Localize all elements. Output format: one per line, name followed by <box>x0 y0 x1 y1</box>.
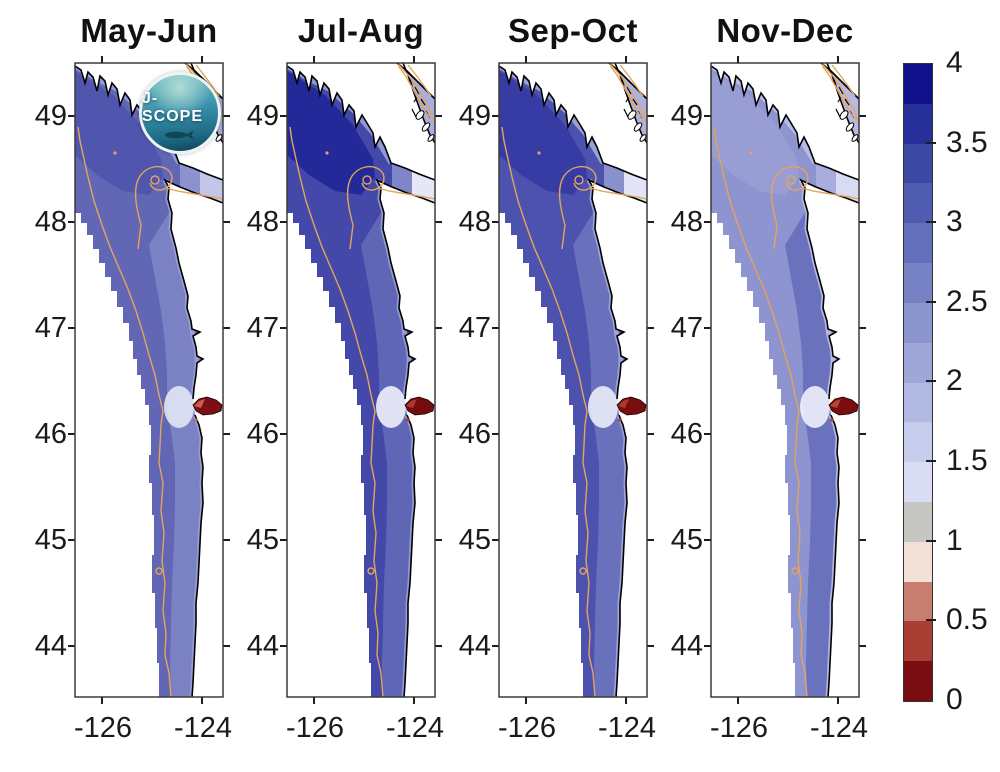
colorbar-band <box>904 143 932 184</box>
colorbar-band <box>904 581 932 622</box>
y-tick-label: 49 <box>246 100 279 132</box>
y-tick-label: 47 <box>34 312 67 344</box>
fish-icon <box>165 130 194 139</box>
x-tick-label: -124 <box>385 712 445 744</box>
panel-title-nov-dec: Nov-Dec <box>716 12 854 49</box>
x-tick-label: -126 <box>709 712 769 744</box>
y-tick-label: 49 <box>670 100 703 132</box>
panel-title-jul-aug: Jul-Aug <box>297 12 425 49</box>
colorbar-label: 0.5 <box>946 603 988 636</box>
jscope-logo: J-SCOPE <box>139 72 221 154</box>
colorbar-band <box>904 263 932 303</box>
x-tick-label: -124 <box>597 712 657 744</box>
colorbar-band <box>904 103 932 144</box>
panel-title-sep-oct: Sep-Oct <box>507 12 639 49</box>
y-tick-label: 47 <box>458 312 491 344</box>
colorbar-band <box>904 64 932 104</box>
y-tick-label: 46 <box>670 418 703 450</box>
y-tick-label: 45 <box>246 524 279 556</box>
colorbar-label: 3 <box>946 205 963 238</box>
colorbar-band <box>904 183 932 224</box>
x-tick-label: -126 <box>285 712 345 744</box>
colorbar-label: 1 <box>946 524 963 557</box>
colorbar-tick <box>926 380 936 382</box>
y-tick-label: 44 <box>34 630 67 662</box>
colorbar-band <box>904 541 932 582</box>
y-tick-label: 48 <box>246 206 279 238</box>
map-panel-may-jun <box>75 63 223 697</box>
y-tick-label: 49 <box>458 100 491 132</box>
y-tick-label: 45 <box>670 524 703 556</box>
jscope-logo-text: J-SCOPE <box>142 89 204 125</box>
colorbar-tick <box>926 619 936 621</box>
colorbar <box>903 63 933 702</box>
colorbar-tick <box>926 301 936 303</box>
map-panel-jul-aug <box>287 63 435 697</box>
y-tick-label: 46 <box>34 418 67 450</box>
colorbar-band <box>904 223 932 264</box>
x-tick-label: -126 <box>73 712 133 744</box>
x-tick-label: -124 <box>809 712 869 744</box>
y-tick-label: 48 <box>34 206 67 238</box>
y-tick-label: 48 <box>670 206 703 238</box>
colorbar-band <box>904 462 932 502</box>
colorbar-band <box>904 422 932 463</box>
colorbar-band <box>904 501 932 542</box>
y-tick-label: 49 <box>34 100 67 132</box>
colorbar-tick <box>926 221 936 223</box>
y-tick-label: 45 <box>34 524 67 556</box>
colorbar-label: 0 <box>946 683 963 716</box>
colorbar-band <box>904 661 932 701</box>
colorbar-label: 2.5 <box>946 285 988 318</box>
colorbar-band <box>904 621 932 662</box>
y-tick-label: 44 <box>670 630 703 662</box>
colorbar-label: 3.5 <box>946 126 988 159</box>
y-tick-label: 44 <box>246 630 279 662</box>
y-tick-label: 44 <box>458 630 491 662</box>
y-tick-label: 47 <box>246 312 279 344</box>
colorbar-tick <box>926 142 936 144</box>
x-tick-label: -124 <box>173 712 233 744</box>
y-tick-label: 48 <box>458 206 491 238</box>
colorbar-tick <box>926 460 936 462</box>
y-tick-label: 46 <box>458 418 491 450</box>
y-tick-label: 47 <box>670 312 703 344</box>
map-panel-sep-oct <box>499 63 647 697</box>
x-tick-label: -126 <box>497 712 557 744</box>
colorbar-label: 1.5 <box>946 444 988 477</box>
colorbar-tick <box>926 540 936 542</box>
y-tick-label: 45 <box>458 524 491 556</box>
colorbar-label: 4 <box>946 46 963 79</box>
colorbar-band <box>904 382 932 423</box>
colorbar-label: 2 <box>946 364 963 397</box>
colorbar-band <box>904 342 932 383</box>
map-panel-nov-dec <box>711 63 859 697</box>
panel-title-may-jun: May-Jun <box>80 12 218 49</box>
colorbar-band <box>904 302 932 343</box>
y-tick-label: 46 <box>246 418 279 450</box>
